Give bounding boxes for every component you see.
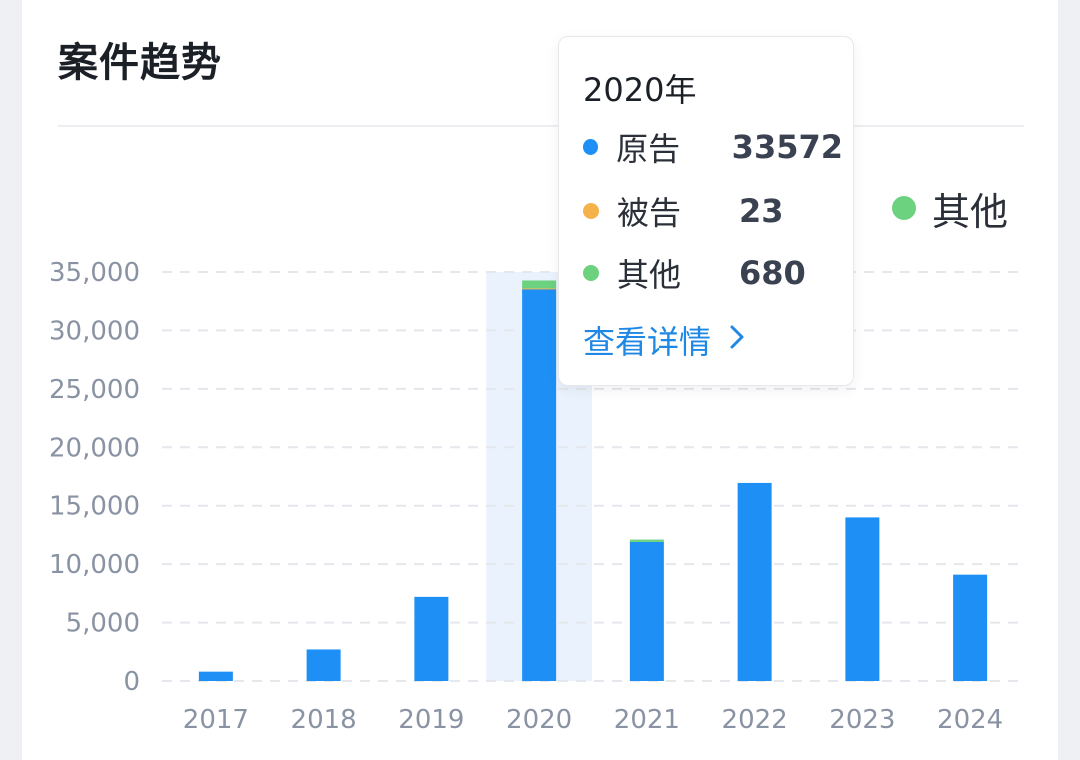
x-tick-label: 2024 (937, 705, 1003, 735)
tooltip-row-plaintiff: 原告 33572 (583, 125, 843, 169)
legend-item-other[interactable]: 其他 (892, 183, 1009, 234)
y-tick-label: 5,000 (66, 609, 140, 639)
tooltip-row-name: 原告 (616, 130, 681, 168)
x-tick-label: 2020 (506, 705, 572, 735)
x-tick-label: 2022 (722, 705, 788, 735)
chart-title: 案件趋势 (58, 40, 222, 86)
x-tick-label: 2023 (829, 705, 895, 735)
bar-2024-原告 (953, 574, 988, 681)
bar-2019-原告 (414, 596, 449, 681)
tooltip-panel: 2020年 原告 33572 被告 23 其他 680 查看详情 (558, 36, 854, 386)
tooltip-row-name: 其他 (617, 256, 682, 294)
bar-2017-原告 (198, 671, 233, 681)
y-tick-label: 10,000 (49, 550, 140, 580)
view-details-label: 查看详情 (583, 323, 712, 361)
bar-2020-其他 (522, 280, 557, 289)
bar-2021-其他 (629, 539, 664, 542)
tooltip-row-defendant: 被告 23 (583, 189, 843, 233)
legend-dot (892, 196, 916, 220)
y-tick-label: 0 (123, 667, 140, 697)
bar-2021-原告 (629, 541, 664, 681)
tooltip-row-other: 其他 680 (583, 251, 843, 295)
bar-2020-被告 (522, 288, 557, 290)
legend-label: 其他 (932, 189, 1009, 234)
tooltip-dot (583, 203, 599, 219)
tooltip-dot (583, 265, 599, 281)
title-divider (58, 125, 1024, 127)
chevron-right-icon (729, 323, 745, 358)
tooltip-row-name: 被告 (617, 194, 682, 232)
x-tick-label: 2017 (183, 705, 249, 735)
y-tick-label: 30,000 (49, 316, 140, 346)
tooltip-dot (583, 139, 599, 155)
y-tick-label: 20,000 (49, 433, 140, 463)
bar-2018-原告 (306, 649, 341, 681)
tooltip-title: 2020年 (583, 71, 697, 109)
tooltip-row-value: 680 (739, 254, 806, 292)
x-tick-label: 2019 (398, 705, 464, 735)
bar-2020-原告 (522, 288, 557, 681)
bar-2022-原告 (737, 482, 772, 681)
view-details-link[interactable]: 查看详情 (583, 317, 745, 363)
x-tick-label: 2021 (614, 705, 680, 735)
x-tick-label: 2018 (291, 705, 357, 735)
bar-2023-原告 (845, 517, 880, 681)
y-tick-label: 35,000 (49, 258, 140, 288)
y-tick-label: 25,000 (49, 375, 140, 405)
tooltip-row-value: 33572 (731, 128, 843, 166)
tooltip-row-value: 23 (739, 192, 784, 230)
y-tick-label: 15,000 (49, 492, 140, 522)
